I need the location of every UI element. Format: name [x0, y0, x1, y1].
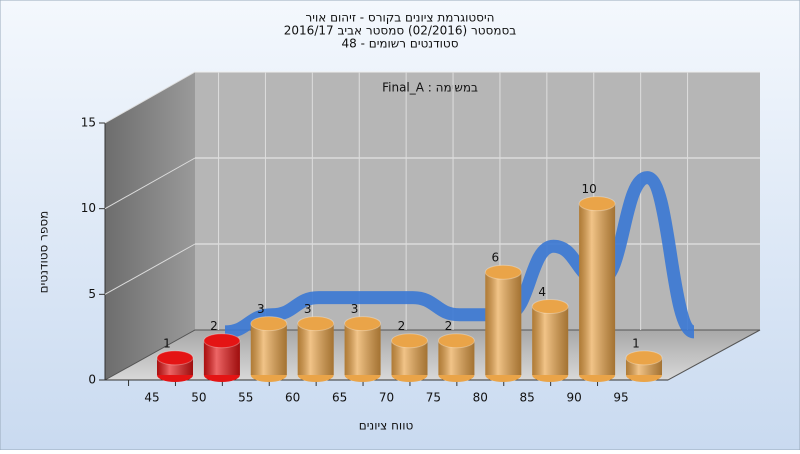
data-label: 4 [538, 285, 546, 299]
title-line: היסטוגרמת ציונים בקורס - זיהום אויר [306, 11, 495, 25]
data-label: 6 [491, 251, 499, 265]
bar-top [203, 333, 241, 349]
bar-top [156, 350, 194, 366]
grid-line [104, 157, 196, 210]
y-tick-label: 5 [88, 287, 96, 301]
left-wall [105, 72, 195, 380]
data-label: 3 [304, 302, 312, 316]
bar-shade [532, 306, 569, 375]
bar-top [625, 350, 663, 366]
x-tick-label: 85 [520, 391, 535, 405]
y-tick-label: 10 [81, 201, 96, 215]
grid-line [104, 243, 196, 295]
data-label: 3 [257, 302, 265, 316]
bar-top [391, 333, 428, 349]
bar-shade [344, 323, 381, 375]
x-tick-label: 55 [238, 391, 253, 405]
title-line: סטודנטים רשומים - 48 [341, 37, 458, 51]
title-line: בסמסטר (02/2016) סמסטר אביב 2016/17 [284, 24, 516, 38]
data-label: 1 [632, 336, 640, 350]
x-axis-label: טווח ציונים [359, 419, 414, 433]
bar-shade [250, 323, 287, 375]
x-tick-label: 50 [191, 391, 206, 405]
x-tick-label: 90 [566, 391, 581, 405]
bar-shade [579, 203, 616, 375]
annotation: Final_A : במשימה [382, 81, 478, 95]
data-label: 2 [398, 319, 406, 333]
data-label: 10 [581, 182, 596, 196]
y-tick-label: 0 [88, 373, 96, 387]
bar-shade [485, 272, 522, 375]
x-tick-label: 75 [426, 391, 441, 405]
data-label: 1 [163, 336, 171, 350]
data-label: 2 [445, 319, 453, 333]
grid-line [104, 71, 196, 124]
x-tick-label: 45 [144, 391, 159, 405]
bar-top [344, 316, 382, 332]
bar-top [578, 196, 616, 212]
x-tick-label: 60 [285, 391, 300, 405]
bar-top [484, 264, 522, 280]
y-axis-label: מספר סטודנטים [37, 211, 51, 294]
data-label: 2 [210, 319, 218, 333]
bar-top [531, 298, 569, 314]
bar-top [297, 316, 335, 332]
x-tick-label: 95 [613, 391, 628, 405]
data-label: 3 [351, 302, 359, 316]
x-tick-label: 70 [379, 391, 394, 405]
y-tick-label: 15 [81, 116, 96, 130]
bar-top [250, 316, 288, 332]
bar-shade [297, 323, 334, 375]
x-tick-label: 80 [473, 391, 488, 405]
x-tick-label: 65 [332, 391, 347, 405]
bar-top [437, 333, 475, 349]
